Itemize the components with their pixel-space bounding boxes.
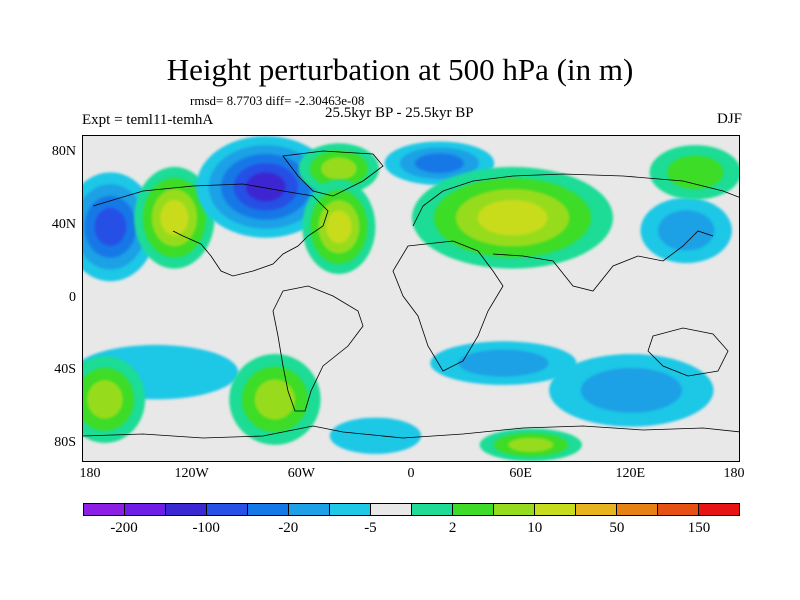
colorbar-box [617, 504, 658, 515]
lat-tick-label: 80S [54, 434, 76, 450]
colorbar-box [535, 504, 576, 515]
colorbar-box [412, 504, 453, 515]
colorbar-box [289, 504, 330, 515]
lon-tick-label: 180 [79, 466, 101, 481]
contour-region [508, 437, 554, 453]
contour-region [658, 210, 715, 251]
plot-title: Height perturbation at 500 hPa (in m) [166, 52, 634, 87]
contour-region [326, 210, 352, 244]
left-string: Expt = teml11-temhA [82, 112, 214, 128]
contour-region [245, 172, 286, 202]
contour-region [477, 200, 548, 236]
coastline-africa [392, 240, 504, 372]
colorbar-label: -200 [110, 520, 138, 536]
lon-tick-label: 60E [509, 466, 532, 481]
colorbar-box [494, 504, 535, 515]
colorbar-box [248, 504, 289, 515]
coastline-south-america [272, 285, 364, 412]
colorbar [83, 503, 740, 516]
contour-region [254, 379, 296, 420]
contour-region [87, 380, 123, 419]
coastline-antarctica [83, 425, 739, 439]
colorbar-label: -5 [364, 520, 377, 536]
colorbar-box [125, 504, 166, 515]
lon-tick-label: 0 [407, 466, 415, 481]
map-plot [83, 136, 739, 461]
lat-tick-label: 40N [51, 216, 76, 232]
lon-tick-label: 120W [174, 466, 209, 481]
colorbar-box [166, 504, 207, 515]
contour-region [321, 157, 357, 181]
colorbar-box [84, 504, 125, 515]
coastline-south-asia [492, 230, 714, 292]
contour-region [160, 200, 189, 236]
colorbar-label: 10 [527, 520, 543, 536]
contour-region [329, 417, 422, 454]
colorbar-box [330, 504, 371, 515]
coastline-north-america [92, 183, 329, 277]
lon-tick-label: 60W [287, 466, 315, 481]
colorbar-box [371, 504, 412, 515]
season-label: DJF [716, 111, 742, 127]
center-string: 25.5kyr BP - 25.5kyr BP [325, 105, 474, 121]
lon-tick-label: 120E [615, 466, 646, 481]
coastline-greenland [282, 150, 384, 197]
coastline-europe-asia [412, 173, 739, 227]
lat-tick-label: 80N [51, 144, 76, 160]
contour-region [415, 153, 464, 173]
contour-region [94, 207, 127, 246]
lat-tick-label: 40S [54, 362, 76, 378]
colorbar-box [207, 504, 248, 515]
contour-region [580, 367, 682, 413]
lat-tick-label: 0 [69, 289, 76, 305]
colorbar-label: 50 [609, 520, 625, 536]
colorbar-box [576, 504, 617, 515]
colorbar-label: -20 [278, 520, 299, 536]
colorbar-box [699, 504, 739, 515]
contour-fill-layer [83, 136, 739, 461]
colorbar-box [658, 504, 699, 515]
map-panel [82, 135, 740, 462]
colorbar-label: 2 [448, 520, 457, 536]
coastline-australia [647, 327, 729, 377]
coastline-layer [83, 150, 739, 439]
stats-text: rmsd= 8.7703 diff= -2.30463e-08 [190, 93, 365, 108]
colorbar-label: 150 [687, 520, 711, 536]
contour-region [458, 349, 549, 377]
lon-tick-label: 180 [723, 466, 745, 481]
colorbar-label: -100 [192, 520, 220, 536]
colorbar-box [453, 504, 494, 515]
